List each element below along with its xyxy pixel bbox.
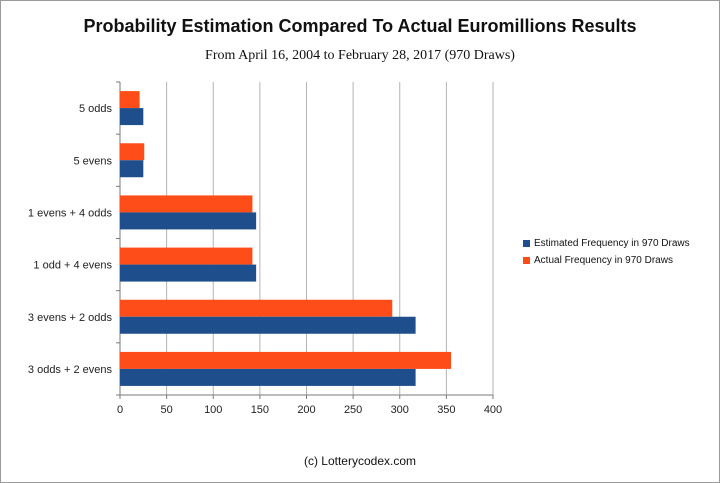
bar-actual — [120, 143, 145, 161]
bar-estimated — [120, 108, 144, 126]
x-tick-label: 250 — [344, 404, 362, 416]
x-tick-label: 300 — [391, 404, 409, 416]
bar-estimated — [120, 316, 416, 334]
bar-actual — [120, 247, 253, 265]
x-tick-label: 200 — [297, 404, 315, 416]
legend-swatch-estimated — [523, 240, 530, 247]
x-tick-label: 150 — [251, 404, 269, 416]
x-tick-label: 350 — [437, 404, 455, 416]
bar-estimated — [120, 368, 416, 386]
category-label: 3 evens + 2 odds — [28, 312, 113, 324]
chart-subtitle: From April 16, 2004 to February 28, 2017… — [205, 48, 515, 63]
legend-label-estimated: Estimated Frequency in 970 Draws — [534, 238, 690, 249]
x-tick-label: 50 — [161, 404, 173, 416]
bar-actual — [120, 195, 253, 213]
category-label: 3 odds + 2 evens — [28, 364, 113, 376]
bar-actual — [120, 351, 452, 369]
bar-actual — [120, 91, 140, 109]
legend-item-actual: Actual Frequency in 970 Draws — [523, 252, 690, 269]
credit-text: (c) Lotterycodex.com — [303, 454, 417, 468]
bar-estimated — [120, 212, 257, 230]
legend: Estimated Frequency in 970 Draws Actual … — [523, 235, 690, 269]
legend-swatch-actual — [523, 257, 530, 264]
bar-actual — [120, 299, 393, 317]
bar-estimated — [120, 264, 257, 282]
category-label: 5 odds — [79, 103, 113, 115]
category-label: 1 odd + 4 evens — [33, 260, 112, 272]
x-tick-label: 400 — [484, 404, 502, 416]
x-tick-label: 100 — [204, 404, 222, 416]
x-tick-label: 0 — [117, 404, 123, 416]
legend-item-estimated: Estimated Frequency in 970 Draws — [523, 235, 690, 252]
category-label: 5 evens — [73, 155, 112, 167]
category-label: 1 evens + 4 odds — [28, 207, 113, 219]
legend-label-actual: Actual Frequency in 970 Draws — [534, 255, 673, 266]
bar-estimated — [120, 160, 144, 178]
chart-title: Probability Estimation Compared To Actua… — [83, 16, 637, 36]
